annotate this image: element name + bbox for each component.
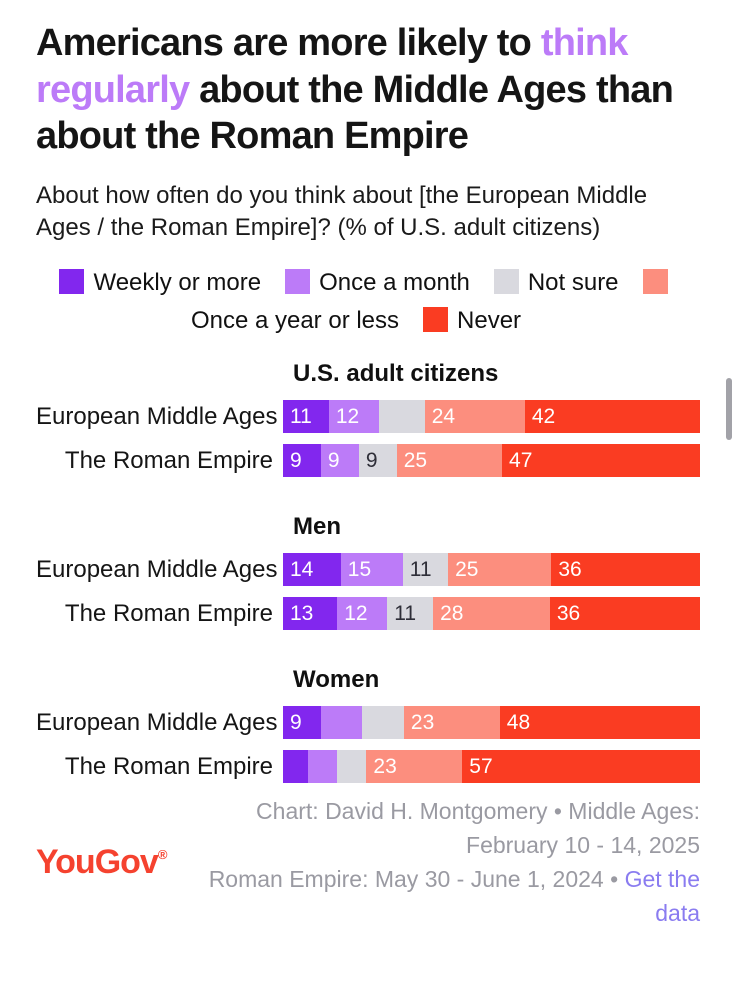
bar-segment: 25 bbox=[448, 553, 552, 587]
bar-row: European Middle Ages 11 12 24 42 bbox=[36, 400, 700, 434]
chart-group: U.S. adult citizens European Middle Ages 1… bbox=[36, 360, 700, 478]
credit-line-2: Roman Empire: May 30 - June 1, 2024 • bbox=[208, 866, 625, 893]
title-suffix: about the Middle Ages than about the Rom… bbox=[36, 68, 674, 158]
bar-segment: 36 bbox=[551, 553, 700, 587]
bar-segment bbox=[378, 400, 425, 434]
chart-area: U.S. adult citizens European Middle Ages 1… bbox=[36, 360, 700, 784]
bar-segment: 15 bbox=[340, 553, 403, 587]
bar-segment bbox=[320, 706, 363, 740]
row-label: European Middle Ages bbox=[36, 402, 278, 430]
bar-segment: 24 bbox=[424, 400, 525, 434]
legend-swatch bbox=[423, 307, 449, 333]
bar-segment: 23 bbox=[366, 750, 463, 784]
stacked-bar: 13 12 11 28 36 bbox=[283, 597, 700, 631]
legend-label: Once a month bbox=[319, 269, 470, 297]
bar-segment: 9 bbox=[283, 444, 321, 478]
title-highlight: think regularly bbox=[36, 22, 628, 111]
legend-label: Weekly or more bbox=[93, 269, 262, 297]
bar-segment: 47 bbox=[502, 444, 700, 478]
bar-segment: 57 bbox=[462, 750, 700, 784]
stacked-bar: 9 9 9 25 47 bbox=[283, 444, 700, 478]
bar-segment: 11 bbox=[283, 400, 329, 434]
bar-segment: 48 bbox=[499, 706, 700, 740]
legend-label: Never bbox=[457, 307, 522, 335]
legend-label: Once a year or less bbox=[190, 307, 400, 335]
group-title: Men bbox=[293, 513, 341, 541]
bar-segment: 12 bbox=[337, 597, 388, 631]
bar-segment: 9 bbox=[358, 444, 397, 478]
legend-item: Once a year or less bbox=[191, 269, 677, 334]
legend-swatch bbox=[642, 269, 668, 295]
bar-segment: 13 bbox=[283, 597, 338, 631]
legend-item: Never bbox=[423, 307, 521, 334]
row-label: European Middle Ages bbox=[36, 555, 278, 583]
bar-segment: 11 bbox=[402, 553, 449, 587]
footer: YouGov® Chart: David H. Montgomery • Mid… bbox=[36, 794, 700, 930]
bar-segment: 14 bbox=[283, 553, 341, 587]
legend-item: Not sure bbox=[493, 269, 619, 297]
legend-swatch bbox=[493, 269, 519, 295]
chart-group: Men European Middle Ages 14 15 11 25 36 The Rom… bbox=[36, 513, 700, 631]
legend-label: Not sure bbox=[527, 269, 619, 297]
legend: Weekly or more Once a month Not sure Once a… bbox=[36, 264, 700, 340]
bar-row: The Roman Empire 9 9 9 25 47 bbox=[36, 444, 700, 478]
page-title: Americans are more likely to think regul… bbox=[36, 20, 700, 160]
chart-credits: Chart: David H. Montgomery • Middle Ages… bbox=[180, 794, 700, 930]
scrollbar-thumb[interactable] bbox=[726, 378, 732, 440]
bar-segment: 23 bbox=[403, 706, 500, 740]
bar-segment bbox=[362, 706, 404, 740]
row-label: The Roman Empire bbox=[64, 752, 273, 780]
chart-group: Women European Middle Ages 9 23 48 The Roman … bbox=[36, 666, 700, 784]
bar-segment: 12 bbox=[328, 400, 379, 434]
stacked-bar: 9 23 48 bbox=[283, 706, 700, 740]
yougov-logo-text: YouGov bbox=[36, 842, 159, 881]
registered-trademark-icon: ® bbox=[157, 846, 168, 862]
bar-row: The Roman Empire 23 57 bbox=[36, 750, 700, 784]
legend-swatch bbox=[59, 269, 85, 295]
bar-row: The Roman Empire 13 12 11 28 36 bbox=[36, 597, 700, 631]
credit-line-1: Chart: David H. Montgomery • Middle Ages… bbox=[256, 798, 700, 859]
row-label: The Roman Empire bbox=[64, 446, 273, 474]
group-title: Women bbox=[293, 666, 380, 694]
stacked-bar: 14 15 11 25 36 bbox=[283, 553, 700, 587]
row-label: The Roman Empire bbox=[64, 599, 273, 627]
bar-row: European Middle Ages 9 23 48 bbox=[36, 706, 700, 740]
bar-segment: 9 bbox=[320, 444, 359, 478]
legend-item: Once a month bbox=[285, 269, 470, 296]
get-the-data-link[interactable]: Get the data bbox=[624, 866, 700, 927]
bar-segment: 11 bbox=[387, 597, 434, 631]
bar-segment: 25 bbox=[396, 444, 503, 478]
bar-segment bbox=[337, 750, 367, 784]
title-prefix: Americans are more likely to bbox=[36, 22, 541, 64]
bar-segment: 28 bbox=[433, 597, 550, 631]
legend-swatch bbox=[285, 269, 311, 295]
chart-question: About how often do you think about [the … bbox=[36, 182, 648, 242]
row-label: European Middle Ages bbox=[36, 708, 278, 736]
bar-segment: 42 bbox=[524, 400, 700, 434]
stacked-bar: 23 57 bbox=[283, 750, 700, 784]
bar-segment bbox=[308, 750, 338, 784]
bar-segment: 9 bbox=[283, 706, 321, 740]
legend-item: Weekly or more bbox=[59, 269, 261, 296]
yougov-logo: YouGov® bbox=[36, 842, 168, 882]
bar-segment: 36 bbox=[549, 597, 700, 631]
bar-segment bbox=[283, 750, 309, 784]
bar-row: European Middle Ages 14 15 11 25 36 bbox=[36, 553, 700, 587]
stacked-bar: 11 12 24 42 bbox=[283, 400, 700, 434]
group-title: U.S. adult citizens bbox=[293, 360, 499, 388]
